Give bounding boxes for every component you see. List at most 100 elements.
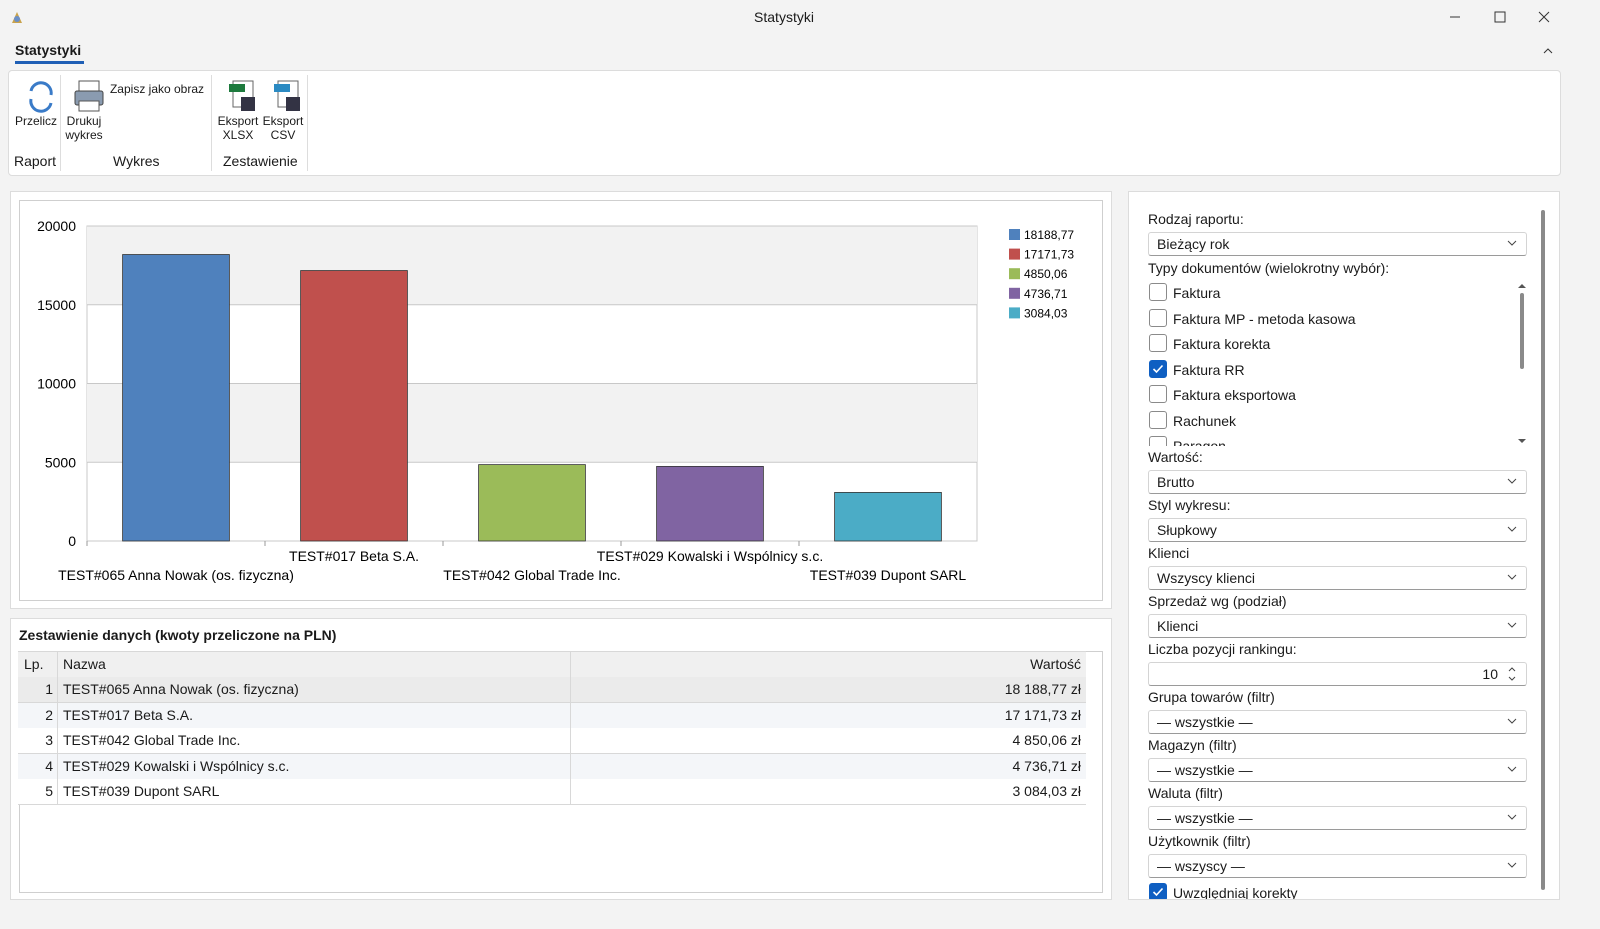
dropdown[interactable]: — wszystkie — (1148, 758, 1527, 782)
checkbox-item[interactable]: Faktura eksportowa (1148, 385, 1508, 405)
dropdown[interactable]: — wszyscy — (1148, 854, 1527, 878)
x-tick-label: TEST#065 Anna Nowak (os. fizyczna) (58, 567, 294, 583)
column-divider (57, 779, 58, 804)
table-cell: TEST#017 Beta S.A. (63, 706, 193, 723)
y-tick-label: 10000 (37, 376, 76, 392)
table-row[interactable]: 4 TEST#029 Kowalski i Wspólnicy s.c. 4 736… (18, 753, 1086, 780)
separator (211, 75, 212, 171)
dropdown[interactable]: — wszystkie — (1148, 710, 1527, 734)
settings-panel: Rodzaj raportu: Bieżący rok Typy dokumentó… (1128, 191, 1560, 900)
window-controls[interactable] (1440, 8, 1560, 26)
field-value: Słupkowy (1157, 522, 1217, 538)
checkbox-label: Faktura RR (1173, 361, 1245, 378)
spin-arrows[interactable] (1506, 664, 1518, 684)
y-tick-label: 5000 (45, 454, 76, 470)
checkbox-item[interactable]: Faktura RR (1148, 359, 1508, 380)
dropdown[interactable]: Wszyscy klienci (1148, 566, 1527, 590)
checkbox-item[interactable]: Paragon (1148, 436, 1508, 446)
x-tick-label: TEST#017 Beta S.A. (289, 548, 419, 564)
checkbox-item[interactable]: Faktura korekta (1148, 334, 1508, 354)
field-value: — wszystkie — (1157, 714, 1253, 730)
field-label: Grupa towarów (filtr) (1148, 689, 1275, 705)
x-tick-label: TEST#042 Global Trade Inc. (443, 567, 620, 583)
legend-swatch (1009, 307, 1020, 319)
field-value: Bieżący rok (1157, 236, 1230, 252)
table-cell: 4 850,06 zł (1012, 732, 1082, 748)
separator (60, 75, 61, 171)
group-label: Raport (14, 153, 57, 169)
export-xlsx-button[interactable]: Eksport XLSX (217, 114, 259, 142)
checkbox-label: Faktura korekta (1173, 336, 1271, 352)
app-icon (12, 12, 22, 23)
checkbox-label: Rachunek (1173, 412, 1237, 429)
scrollbar[interactable] (1541, 210, 1545, 890)
legend-label: 3084,03 (1024, 306, 1068, 320)
checkbox-item[interactable]: Rachunek (1148, 410, 1508, 431)
table-cell: 2 (45, 706, 53, 723)
chevron (1507, 862, 1517, 868)
save-image-button[interactable]: Zapisz jako obraz (109, 82, 205, 96)
field-value: Wszyscy klienci (1157, 570, 1256, 586)
field-label: Wartość: (1148, 449, 1203, 465)
field-label: Styl wykresu: (1148, 497, 1231, 513)
chevron (1507, 718, 1517, 724)
chevron (1507, 814, 1517, 820)
column-header[interactable]: Lp. (24, 656, 44, 672)
dropdown[interactable]: Słupkowy (1148, 518, 1527, 542)
legend-swatch (1009, 268, 1020, 280)
column-divider (570, 779, 571, 804)
chevron (1507, 240, 1517, 246)
field-value: — wszyscy — (1157, 858, 1245, 874)
field-value: — wszystkie — (1157, 810, 1253, 826)
table-cell: 18 188,77 zł (1004, 681, 1081, 697)
list-scrollbar[interactable] (1515, 281, 1529, 446)
column-divider (57, 652, 58, 677)
field-value: Brutto (1157, 474, 1195, 490)
column-header[interactable]: Nazwa (63, 656, 106, 672)
table-cell: TEST#029 Kowalski i Wspólnicy s.c. (63, 757, 290, 774)
bar (656, 465, 764, 542)
table-cell: 4 (45, 757, 53, 774)
checkbox-item[interactable]: Faktura MP - metoda kasowa (1148, 308, 1508, 329)
table-row[interactable]: 5 TEST#039 Dupont SARL 3 084,03 zł (18, 779, 1086, 805)
export-csv-button[interactable]: Eksport CSV (262, 114, 304, 142)
checkbox-label: Paragon (1173, 438, 1226, 446)
column-header[interactable]: Wartość (1030, 656, 1081, 672)
print-button[interactable]: Drukuj wykres (65, 114, 103, 142)
legend-swatch (1009, 287, 1020, 299)
bar (478, 464, 586, 542)
field-value: — wszystkie — (1157, 762, 1253, 778)
recalc-button[interactable]: Przelicz (14, 114, 57, 128)
dropdown[interactable]: — wszystkie — (1148, 806, 1527, 830)
spin-box[interactable]: 10 (1148, 662, 1527, 686)
checkbox-item[interactable]: Faktura (1148, 283, 1508, 303)
column-divider (57, 753, 58, 779)
table-cell: 3 (45, 732, 53, 748)
table-cell: 5 (45, 783, 53, 799)
dropdown[interactable]: Brutto (1148, 470, 1527, 494)
x-tick-label: TEST#039 Dupont SARL (810, 567, 967, 583)
field-label: Klienci (1148, 545, 1190, 561)
y-tick-label: 0 (68, 533, 76, 549)
field-value: 10 (1482, 666, 1498, 682)
column-divider (570, 702, 571, 728)
checkbox[interactable] (1149, 883, 1167, 899)
chart-frame (19, 200, 1103, 601)
table-cell: 1 (45, 681, 53, 697)
checkbox (1149, 436, 1167, 446)
grid-band (87, 383, 977, 463)
table-row[interactable]: 1 TEST#065 Anna Nowak (os. fizyczna) 18 18… (18, 677, 1086, 703)
table-cell: 3 084,03 zł (1012, 783, 1082, 799)
ribbon-tab[interactable]: Statystyki (15, 42, 82, 58)
column-divider (57, 728, 58, 753)
bar (834, 492, 942, 542)
column-divider (570, 753, 571, 779)
dropdown[interactable]: Klienci (1148, 614, 1527, 638)
chevron (1507, 574, 1517, 580)
legend-label: 17171,73 (1024, 248, 1074, 262)
collapse-ribbon[interactable] (1540, 43, 1556, 59)
dropdown[interactable]: Bieżący rok (1148, 232, 1527, 256)
check-mark (1152, 887, 1164, 897)
table-cell: TEST#039 Dupont SARL (63, 783, 220, 799)
